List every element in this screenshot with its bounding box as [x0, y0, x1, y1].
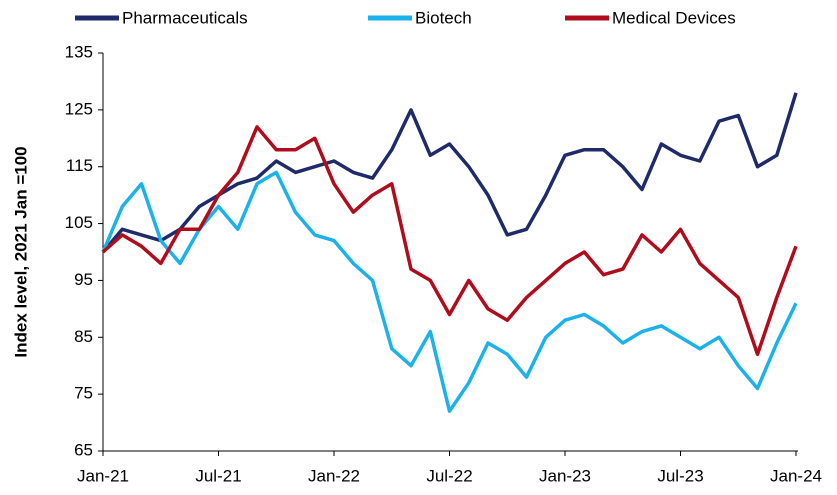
- y-tick-label: 95: [74, 270, 93, 289]
- x-tick-label: Jul-23: [657, 466, 703, 485]
- legend-label: Biotech: [415, 8, 472, 27]
- y-tick-label: 115: [66, 156, 93, 175]
- legend-label: Pharmaceuticals: [122, 8, 248, 27]
- y-tick-label: 135: [65, 42, 93, 61]
- y-tick-label: 75: [74, 384, 93, 403]
- y-tick-label: 65: [74, 440, 93, 459]
- y-tick-label: 105: [65, 213, 93, 232]
- series-line: [101, 92, 798, 254]
- series-line: [101, 170, 798, 413]
- y-axis-label: Index level, 2021 Jan =100: [11, 146, 30, 357]
- x-tick-label: Jan-23: [539, 466, 591, 485]
- x-tick-label: Jan-21: [77, 466, 129, 485]
- x-tick-label: Jul-22: [426, 466, 472, 485]
- x-tick-label: Jan-22: [308, 466, 360, 485]
- y-tick-label: 125: [65, 99, 93, 118]
- x-tick-label: Jan-24: [770, 466, 822, 485]
- y-tick-label: 85: [74, 327, 93, 346]
- legend-label: Medical Devices: [612, 8, 736, 27]
- series-line: [101, 125, 798, 357]
- x-tick-label: Jul-21: [195, 466, 241, 485]
